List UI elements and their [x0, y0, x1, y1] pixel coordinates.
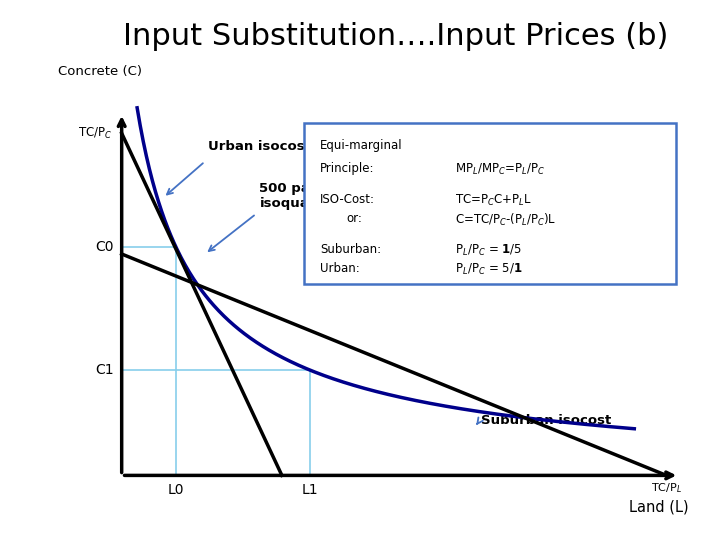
- Text: P$_L$/P$_C$ = 5/$\bf{1}$: P$_L$/P$_C$ = 5/$\bf{1}$: [455, 261, 523, 276]
- FancyBboxPatch shape: [305, 123, 676, 284]
- Text: or:: or:: [346, 212, 362, 225]
- Text: MP$_L$/MP$_C$=P$_L$/P$_C$: MP$_L$/MP$_C$=P$_L$/P$_C$: [455, 162, 546, 177]
- Text: Urban:: Urban:: [320, 261, 360, 274]
- Text: Input Substitution….Input Prices (b): Input Substitution….Input Prices (b): [123, 22, 669, 51]
- Text: Urban isocost: Urban isocost: [208, 140, 311, 153]
- Text: TC=P$_C$C+P$_L$L: TC=P$_C$C+P$_L$L: [455, 193, 532, 208]
- Text: Land (L): Land (L): [629, 500, 689, 515]
- Text: P$_L$/P$_C$ = $\bf{1}$/5: P$_L$/P$_C$ = $\bf{1}$/5: [455, 243, 522, 258]
- Text: TC/P$_C$: TC/P$_C$: [78, 126, 112, 141]
- Text: Suburban:: Suburban:: [320, 243, 382, 256]
- Text: ISO-Cost:: ISO-Cost:: [320, 193, 375, 206]
- Text: C1: C1: [95, 363, 114, 377]
- Text: L0: L0: [168, 483, 184, 497]
- Text: C0: C0: [96, 240, 114, 254]
- Text: Suburban isocost: Suburban isocost: [480, 414, 611, 427]
- Text: L1: L1: [302, 483, 319, 497]
- Text: C=TC/P$_C$-(P$_L$/P$_C$)L: C=TC/P$_C$-(P$_L$/P$_C$)L: [455, 212, 556, 228]
- Text: Principle:: Principle:: [320, 162, 375, 175]
- Text: Equi-marginal: Equi-marginal: [320, 139, 403, 152]
- Text: TC/P$_L$: TC/P$_L$: [652, 482, 683, 495]
- Text: 500 parking spot
isoquant: 500 parking spot isoquant: [259, 182, 387, 210]
- Text: Concrete (C): Concrete (C): [58, 65, 142, 78]
